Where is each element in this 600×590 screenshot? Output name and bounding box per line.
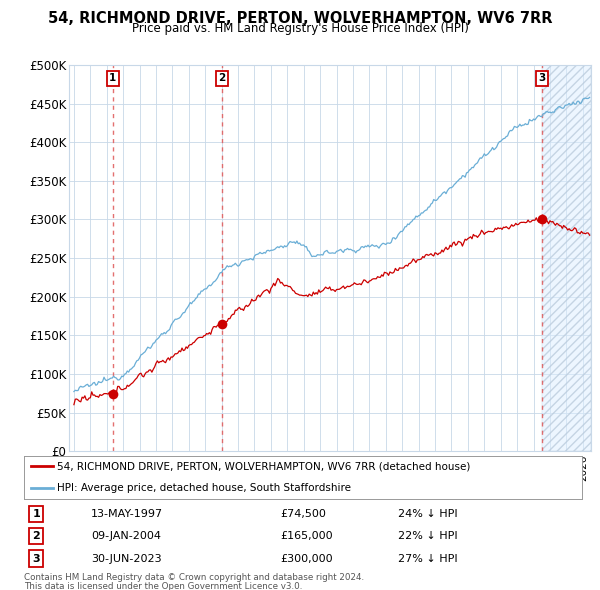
Text: 30-JUN-2023: 30-JUN-2023 [91, 553, 161, 563]
Text: 09-JAN-2004: 09-JAN-2004 [91, 532, 161, 541]
Text: 13-MAY-1997: 13-MAY-1997 [91, 509, 163, 519]
Text: Price paid vs. HM Land Registry's House Price Index (HPI): Price paid vs. HM Land Registry's House … [131, 22, 469, 35]
Text: 1: 1 [109, 73, 116, 83]
Text: 54, RICHMOND DRIVE, PERTON, WOLVERHAMPTON, WV6 7RR (detached house): 54, RICHMOND DRIVE, PERTON, WOLVERHAMPTO… [58, 461, 471, 471]
Text: £300,000: £300,000 [281, 553, 334, 563]
Text: 3: 3 [32, 553, 40, 563]
Text: 22% ↓ HPI: 22% ↓ HPI [398, 532, 457, 541]
Bar [542, 65, 591, 451]
Text: 27% ↓ HPI: 27% ↓ HPI [398, 553, 457, 563]
Text: 2: 2 [32, 532, 40, 541]
Text: 2: 2 [218, 73, 226, 83]
Text: 54, RICHMOND DRIVE, PERTON, WOLVERHAMPTON, WV6 7RR: 54, RICHMOND DRIVE, PERTON, WOLVERHAMPTO… [48, 11, 552, 25]
Bar [542, 65, 591, 451]
Text: This data is licensed under the Open Government Licence v3.0.: This data is licensed under the Open Gov… [24, 582, 302, 590]
Text: £165,000: £165,000 [281, 532, 334, 541]
Text: Contains HM Land Registry data © Crown copyright and database right 2024.: Contains HM Land Registry data © Crown c… [24, 573, 364, 582]
Text: £74,500: £74,500 [281, 509, 326, 519]
Text: 24% ↓ HPI: 24% ↓ HPI [398, 509, 457, 519]
Text: 3: 3 [538, 73, 545, 83]
Text: HPI: Average price, detached house, South Staffordshire: HPI: Average price, detached house, Sout… [58, 483, 352, 493]
Text: 1: 1 [32, 509, 40, 519]
